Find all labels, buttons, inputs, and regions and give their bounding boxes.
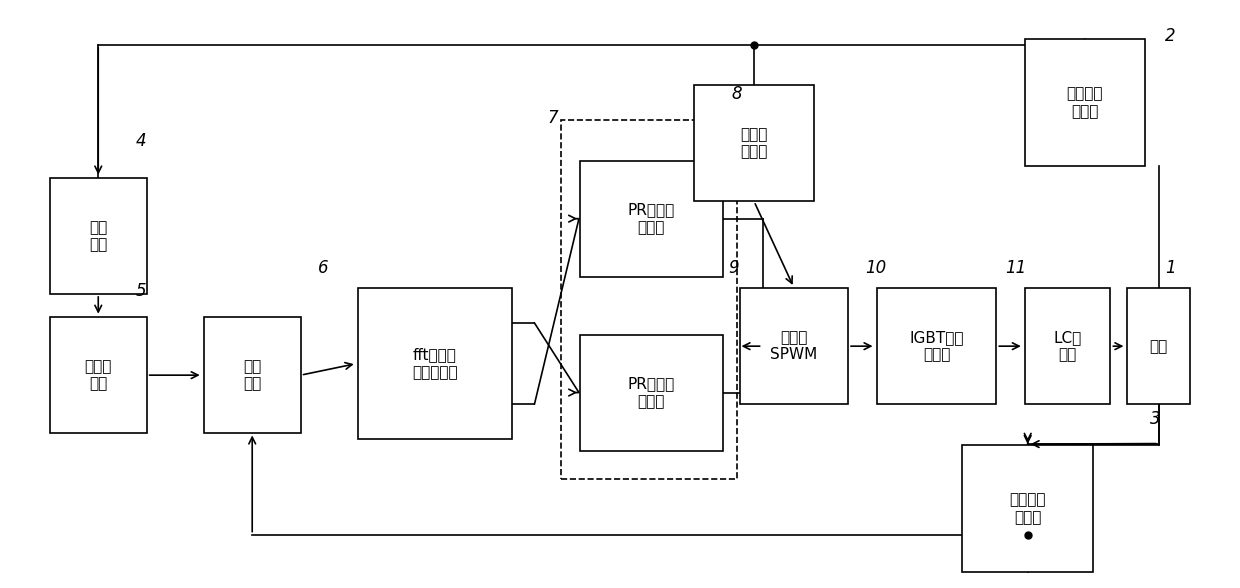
Text: 7: 7 [547, 109, 558, 126]
Text: 电网电流
传感器: 电网电流 传感器 [1009, 492, 1047, 524]
Text: PR基波谐
振算法: PR基波谐 振算法 [627, 202, 675, 235]
Text: 1: 1 [1166, 259, 1176, 277]
FancyBboxPatch shape [1024, 288, 1110, 404]
FancyBboxPatch shape [203, 317, 300, 433]
FancyBboxPatch shape [1127, 288, 1190, 404]
Text: LC滤
波器: LC滤 波器 [1054, 330, 1081, 362]
FancyBboxPatch shape [357, 288, 512, 439]
FancyBboxPatch shape [740, 288, 848, 404]
FancyBboxPatch shape [580, 335, 723, 450]
Text: 6: 6 [317, 259, 329, 277]
FancyBboxPatch shape [962, 445, 1094, 572]
Text: 9: 9 [728, 259, 739, 277]
Text: 误差
电流: 误差 电流 [243, 359, 262, 392]
Text: 5: 5 [135, 282, 146, 300]
Text: fft测定误
差传递函数: fft测定误 差传递函数 [412, 348, 458, 380]
Text: 单极性
SPWM: 单极性 SPWM [770, 330, 817, 362]
Text: 10: 10 [866, 259, 887, 277]
Text: PR谐波抑
制算法: PR谐波抑 制算法 [627, 376, 675, 409]
FancyBboxPatch shape [50, 317, 146, 433]
Text: 4: 4 [135, 132, 146, 150]
Text: 8: 8 [732, 85, 743, 103]
Text: 电网: 电网 [1149, 339, 1168, 353]
FancyBboxPatch shape [1024, 39, 1145, 166]
Text: 过零
检测: 过零 检测 [89, 220, 108, 252]
FancyBboxPatch shape [580, 161, 723, 276]
FancyBboxPatch shape [877, 288, 997, 404]
FancyBboxPatch shape [694, 85, 813, 201]
Text: 电流生
成器: 电流生 成器 [84, 359, 112, 392]
Text: 电网电压
传感器: 电网电压 传感器 [1066, 86, 1102, 119]
Text: 3: 3 [1151, 410, 1161, 428]
Text: 电网电
压前馈: 电网电 压前馈 [740, 127, 768, 159]
Text: 2: 2 [1166, 28, 1176, 45]
FancyBboxPatch shape [50, 178, 146, 294]
Text: 11: 11 [1006, 259, 1027, 277]
Text: IGBT功率
开关管: IGBT功率 开关管 [909, 330, 963, 362]
